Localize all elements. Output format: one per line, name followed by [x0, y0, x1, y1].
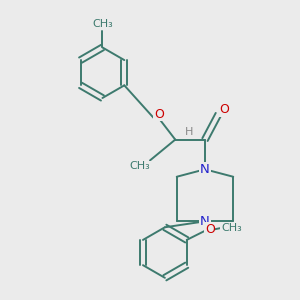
Text: N: N: [200, 163, 210, 176]
Text: H: H: [184, 127, 193, 137]
Text: CH₃: CH₃: [129, 161, 150, 171]
Text: CH₃: CH₃: [221, 223, 242, 233]
Text: O: O: [154, 108, 164, 121]
Text: CH₃: CH₃: [92, 19, 113, 29]
Text: O: O: [219, 103, 229, 116]
Text: O: O: [205, 223, 215, 236]
Text: N: N: [200, 215, 210, 228]
